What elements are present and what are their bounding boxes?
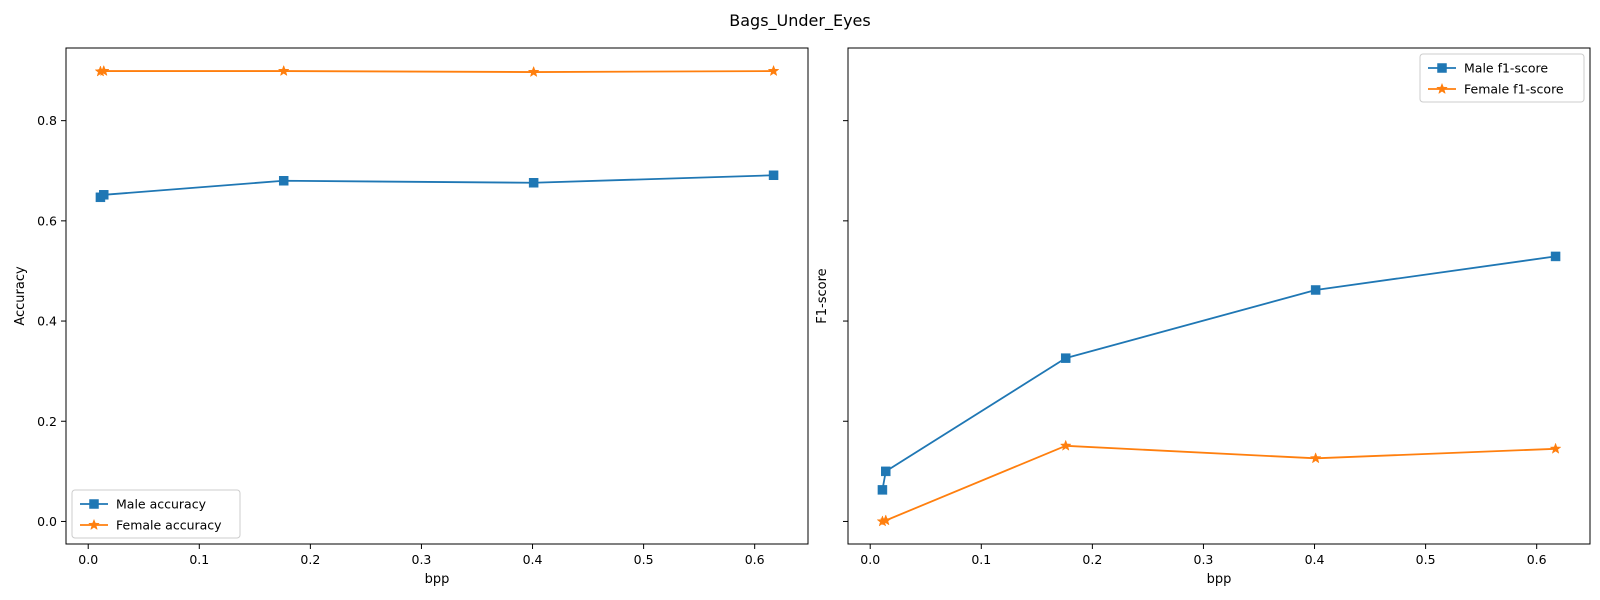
legend-label: Male accuracy: [116, 497, 207, 512]
x-tick-label: 0.1: [971, 552, 991, 567]
legend: Male f1-score Female f1-score: [1419, 53, 1585, 103]
series-female-f1-score: [876, 439, 1562, 527]
y-axis-label: F1-score: [815, 268, 830, 323]
data-point: [528, 178, 539, 188]
series-line: [881, 255, 1556, 491]
data-point: [1309, 452, 1322, 464]
data-point: [1549, 442, 1562, 454]
x-tick-label: 0.1: [189, 552, 209, 567]
legend-marker: [1436, 82, 1448, 95]
y-tick-label: 0.4: [37, 314, 57, 329]
legend-marker: [1437, 63, 1447, 73]
legend: Male accuracy Female accuracy: [71, 489, 241, 539]
data-point: [97, 64, 110, 77]
data-point: [879, 514, 892, 526]
x-tick-label: 0.3: [412, 552, 432, 567]
legend-marker: [89, 499, 99, 509]
legend-label: Female accuracy: [116, 518, 222, 533]
x-tick-label: 0.2: [1082, 552, 1102, 567]
data-point: [1059, 439, 1072, 451]
x-tick-label: 0.6: [745, 552, 765, 567]
data-point: [99, 190, 109, 200]
x-tick-label: 0.5: [1416, 552, 1436, 567]
series-female-accuracy: [94, 64, 780, 78]
y-axis-label: Accuracy: [13, 266, 28, 326]
axes-frame: [847, 47, 1591, 545]
series-male-accuracy: [95, 170, 779, 203]
x-axis-label: bpp: [425, 572, 450, 587]
series-line: [99, 174, 774, 199]
legend-label: Female f1-score: [1464, 82, 1564, 97]
data-point: [1310, 285, 1321, 295]
data-point: [277, 64, 290, 77]
data-point: [1060, 353, 1071, 363]
x-tick-label: 0.4: [523, 552, 543, 567]
data-point: [1550, 251, 1561, 262]
legend-box: [1419, 53, 1585, 103]
legend-marker: [88, 518, 100, 531]
data-point: [278, 176, 289, 186]
y-tick-label: 0.6: [37, 213, 57, 228]
legend-label: Male f1-score: [1464, 61, 1548, 76]
x-tick-label: 0.2: [300, 552, 320, 567]
data-point: [881, 466, 891, 477]
legend-box: [71, 489, 241, 539]
series-line: [100, 70, 774, 73]
axes-frame: [65, 47, 809, 545]
data-point: [877, 485, 888, 495]
series-male-f1-score: [877, 251, 1561, 495]
chart-f1-score: 0.0 0.1 0.2 0.3 0.4 0.5 0.6 bpp F1-score Male f1-…: [815, 47, 1591, 587]
x-tick-label: 0.0: [78, 552, 98, 567]
data-point: [767, 64, 780, 77]
figure-suptitle: Bags_Under_Eyes: [729, 11, 870, 31]
x-tick-label: 0.4: [1305, 552, 1325, 567]
chart-accuracy: 0.0 0.1 0.2 0.3 0.4 0.5 0.6 0.0 0.2 0.4 0.6 0.8 bpp A…: [13, 47, 809, 587]
y-tick-label: 0.2: [37, 414, 57, 429]
x-tick-label: 0.0: [860, 552, 880, 567]
series-line: [882, 444, 1556, 523]
x-axis-label: bpp: [1207, 572, 1232, 587]
x-tick-label: 0.5: [634, 552, 654, 567]
x-tick-label: 0.6: [1527, 552, 1547, 567]
y-tick-label: 0.0: [37, 514, 57, 529]
data-point: [768, 170, 779, 181]
x-tick-label: 0.3: [1194, 552, 1214, 567]
y-tick-label: 0.8: [37, 113, 57, 128]
data-point: [527, 65, 540, 78]
